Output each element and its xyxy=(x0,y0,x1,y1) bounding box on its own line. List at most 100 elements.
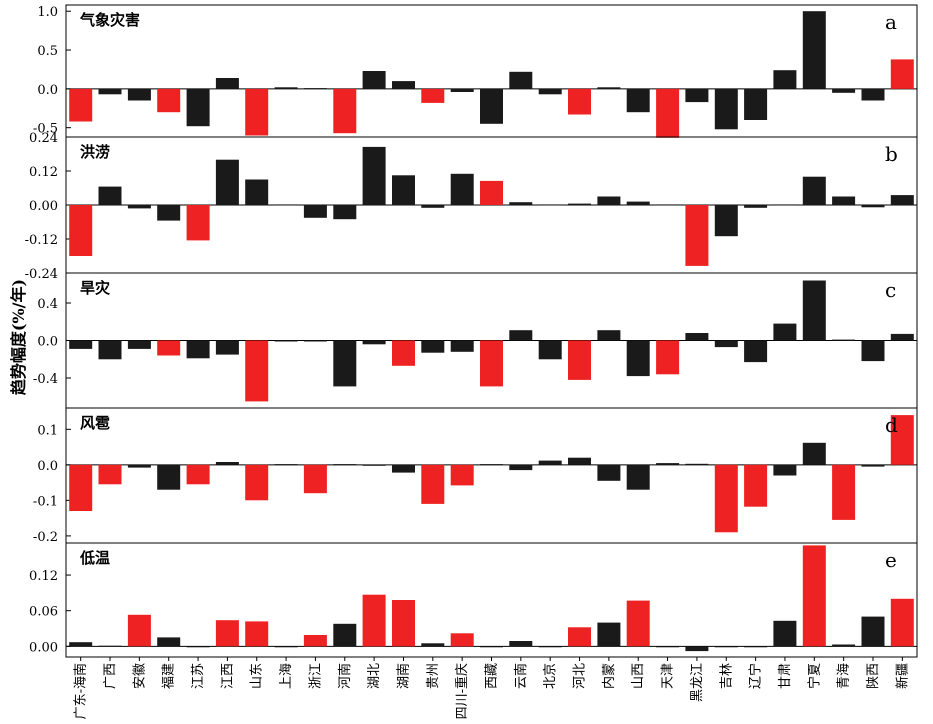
bar-a-四川-重庆 xyxy=(450,88,474,92)
bar-d-江西 xyxy=(215,462,239,465)
x-category-label: 安徽 xyxy=(132,663,147,689)
bar-d-浙江 xyxy=(303,464,327,494)
y-tick-label: -0.1 xyxy=(33,494,58,509)
bar-a-山西 xyxy=(626,88,650,113)
y-tick-label: 0.5 xyxy=(37,44,58,59)
bar-e-江西 xyxy=(215,620,239,647)
bar-a-辽宁 xyxy=(744,88,768,120)
x-category-label: 湖北 xyxy=(367,663,382,689)
x-category-label: 湖南 xyxy=(396,663,412,689)
panel-c: 0.4 0.0 -0.4 旱灾 c xyxy=(33,272,918,409)
bar-b-江苏 xyxy=(186,205,210,241)
bar-d-四川-重庆 xyxy=(450,464,474,486)
bar-e-云南 xyxy=(509,641,533,647)
bar-b-贵州 xyxy=(421,205,445,208)
panel-letter: c xyxy=(885,278,896,302)
x-category-label: 西藏 xyxy=(485,663,500,689)
panel-e: 0.12 0.06 0.00 低温 e xyxy=(29,542,918,658)
y-tick-label: 1.0 xyxy=(37,5,58,20)
bar-d-江苏 xyxy=(186,464,210,485)
bar-d-安徽 xyxy=(127,464,151,468)
bar-b-甘肃 xyxy=(773,204,797,206)
bar-e-湖北 xyxy=(362,594,386,647)
bar-e-内蒙 xyxy=(597,622,621,647)
panel-title: 洪涝 xyxy=(80,143,110,161)
bar-c-北京 xyxy=(538,340,562,360)
bar-b-天津 xyxy=(656,204,680,206)
y-tick-label: 0.12 xyxy=(29,165,58,180)
y-tick-label: -0.24 xyxy=(25,267,58,282)
x-category-label: 天津 xyxy=(661,663,676,689)
x-axis-labels: 广东-海南 广西 安徽 福建 江苏 江西 山东 上海 浙江 河南 湖北 湖南 贵州 四川-重庆 西藏 云南 北京… xyxy=(73,657,910,719)
panel-title: 风雹 xyxy=(80,414,110,432)
x-category-label: 四川-重庆 xyxy=(454,663,470,719)
bar-c-四川-重庆 xyxy=(450,340,474,352)
bar-c-青海 xyxy=(832,339,856,341)
bar-b-湖南 xyxy=(392,175,415,206)
y-axis-label: 趋势幅度(%/年) xyxy=(9,279,28,395)
bar-e-广西 xyxy=(98,645,122,647)
bar-e-西藏 xyxy=(480,646,503,648)
x-category-label: 山东 xyxy=(250,663,265,689)
bar-d-云南 xyxy=(509,464,533,471)
bar-a-安徽 xyxy=(127,88,151,101)
bar-e-天津 xyxy=(656,646,680,648)
bar-d-湖南 xyxy=(392,464,415,473)
bar-b-江西 xyxy=(215,159,239,205)
bar-e-黑龙江 xyxy=(685,646,709,652)
bar-b-安徽 xyxy=(127,205,151,209)
y-tick-label: 0.0 xyxy=(37,83,58,98)
bar-a-云南 xyxy=(509,71,533,89)
bar-d-宁夏 xyxy=(802,442,826,465)
bar-a-新疆 xyxy=(890,59,914,89)
x-category-label: 河南 xyxy=(337,663,353,689)
bar-d-广西 xyxy=(98,464,122,485)
bar-e-四川-重庆 xyxy=(450,633,474,647)
bar-e-吉林 xyxy=(714,646,738,648)
bar-d-上海 xyxy=(274,464,298,466)
bar-e-上海 xyxy=(274,646,298,648)
bar-c-山西 xyxy=(626,340,650,377)
bar-d-辽宁 xyxy=(744,464,768,507)
bar-d-甘肃 xyxy=(773,464,797,476)
bar-a-吉林 xyxy=(714,88,738,130)
y-tick-label: 0.24 xyxy=(29,131,58,146)
bar-c-江苏 xyxy=(186,340,210,359)
bar-d-广东-海南 xyxy=(69,464,93,511)
bar-b-福建 xyxy=(157,205,181,221)
x-category-label: 云南 xyxy=(513,663,529,689)
x-category-label: 贵州 xyxy=(426,663,441,689)
bar-e-辽宁 xyxy=(744,646,768,648)
bar-d-贵州 xyxy=(421,464,445,504)
bar-d-河南 xyxy=(333,464,357,466)
panel-letter: a xyxy=(885,10,897,34)
bar-e-青海 xyxy=(832,644,856,647)
x-category-label: 河北 xyxy=(573,663,588,689)
bar-a-黑龙江 xyxy=(685,88,709,103)
panel-d: 0.1 0.0 -0.1 -0.2 风雹 d xyxy=(33,407,918,545)
bar-d-黑龙江 xyxy=(685,463,709,465)
x-category-label: 甘肃 xyxy=(778,663,793,689)
bar-d-青海 xyxy=(832,464,856,520)
bar-b-云南 xyxy=(509,202,533,205)
bar-c-广东-海南 xyxy=(69,340,93,349)
x-category-label: 山西 xyxy=(631,663,646,689)
bar-e-宁夏 xyxy=(802,545,826,647)
bar-c-湖北 xyxy=(362,340,386,345)
bar-b-湖北 xyxy=(362,146,386,205)
panel-title: 低温 xyxy=(79,549,110,567)
bar-a-上海 xyxy=(274,87,298,89)
x-category-label: 江西 xyxy=(220,663,235,689)
bar-b-西藏 xyxy=(480,180,503,205)
bar-e-广东-海南 xyxy=(69,642,93,647)
bar-a-湖北 xyxy=(362,71,386,89)
bar-a-广东-海南 xyxy=(69,88,93,122)
bar-c-云南 xyxy=(509,330,533,341)
bar-c-陕西 xyxy=(861,340,885,362)
bar-a-宁夏 xyxy=(802,11,826,89)
bar-b-山东 xyxy=(245,179,269,205)
bar-c-甘肃 xyxy=(773,323,797,341)
bar-e-江苏 xyxy=(186,646,210,648)
bar-c-江西 xyxy=(215,340,239,355)
